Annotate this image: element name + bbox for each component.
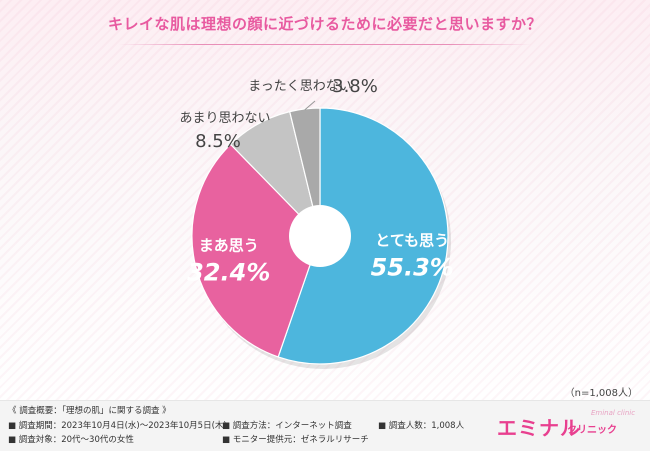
- monitor-provider: ■ モニター提供元：ゼネラルリサーチ: [222, 435, 369, 445]
- survey-period: ■ 調査期間：2023年10月4日(水)～2023年10月5日(木): [8, 421, 227, 431]
- chart-title: キレイな肌は理想の顔に近づけるために必要だと思いますか？: [107, 15, 542, 33]
- slice-value-3: 3.8%: [332, 76, 378, 97]
- slice-label-1: まあ思う: [199, 236, 259, 254]
- survey-overview: 《 調査概要：「理想の肌」に関する調査 》: [8, 406, 171, 416]
- slice-label-2: あまり思わない: [179, 111, 270, 126]
- slice-0: [277, 107, 449, 365]
- slice-value-0: 55.3%: [371, 253, 454, 281]
- slice-1: [191, 143, 321, 358]
- slice-label-3: まったく思わない: [248, 79, 351, 94]
- brand-logo: エミナル: [497, 416, 581, 440]
- survey-target: ■ 調査対象：20代～30代の女性: [8, 435, 134, 445]
- slice-value-1: 32.4%: [187, 258, 270, 286]
- survey-count: ■ 調査人数：1,008人: [378, 421, 465, 431]
- slice-value-2: 8.5%: [195, 131, 241, 152]
- footer: [0, 400, 650, 451]
- brand-logo-sub: クリニック: [567, 425, 617, 436]
- slice-label-0: とても思う: [375, 231, 449, 249]
- brand-logo-script: Eminal clinic: [591, 409, 636, 417]
- slice-3: [289, 107, 321, 237]
- survey-method: ■ 調査方法：インターネット調査: [222, 421, 352, 431]
- leader-line: [304, 100, 316, 111]
- title-underline: [118, 44, 532, 45]
- sample-size: （n=1,008人）: [564, 388, 638, 399]
- donut-hole: [289, 205, 351, 267]
- donut-chart: とても思う 55.3% まあ思う 32.4% あまり思わない 8.5% まったく思わない3.…: [179, 76, 454, 369]
